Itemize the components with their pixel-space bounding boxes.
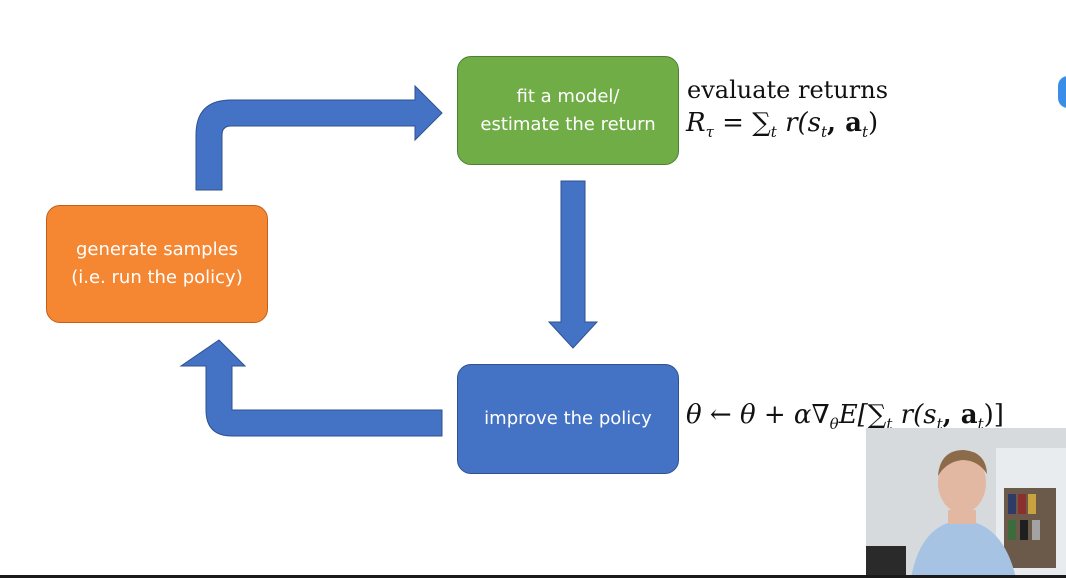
webcam-overlay <box>866 428 1066 578</box>
return-lhs-sub: τ <box>706 123 714 141</box>
grad-text: θ ← θ + α∇ <box>686 400 830 430</box>
generate-samples-line1: generate samples <box>76 236 238 264</box>
arrow-generate-to-fit <box>196 86 442 190</box>
return-sum-sub: t <box>771 123 777 141</box>
improve-policy-box: improve the policy <box>457 364 679 474</box>
fit-model-box: fit a model/ estimate the return <box>457 56 679 165</box>
presenter-video-icon <box>866 428 1066 578</box>
evaluate-returns-label: evaluate returns <box>687 76 888 104</box>
arrow-improve-to-generate <box>181 340 442 436</box>
improve-policy-line1: improve the policy <box>484 405 652 433</box>
side-button[interactable] <box>1058 76 1066 108</box>
grad-close: )] <box>984 400 1004 430</box>
return-body: r(s <box>785 108 821 138</box>
generate-samples-line2: (i.e. run the policy) <box>71 264 242 292</box>
grad-tail-body: r(s <box>892 400 936 430</box>
return-equation: Rτ = ∑t r(st, at) <box>686 108 878 141</box>
arrow-fit-to-improve <box>549 181 597 348</box>
generate-samples-box: generate samples (i.e. run the policy) <box>46 205 268 323</box>
grad-mid: , a <box>943 400 978 430</box>
grad-sub: θ <box>830 415 839 433</box>
grad-tail: E[∑ <box>839 400 887 430</box>
return-lhs: R <box>686 108 706 138</box>
fit-model-line1: fit a model/ <box>517 83 620 111</box>
return-sum: ∑ <box>752 108 771 138</box>
fit-model-line2: estimate the return <box>480 111 655 139</box>
return-mid: , a <box>827 108 862 138</box>
return-close: ) <box>868 108 878 138</box>
